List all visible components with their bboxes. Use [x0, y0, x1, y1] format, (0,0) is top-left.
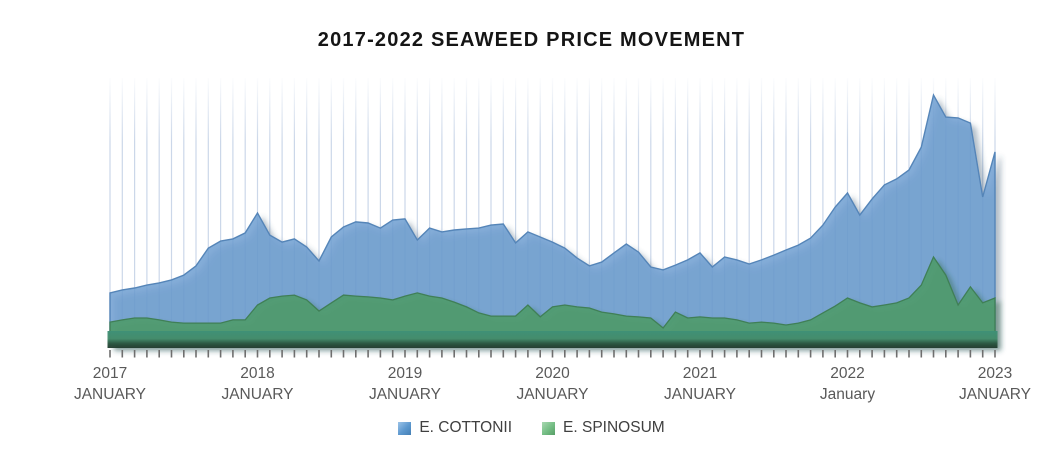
legend-label-cottonii: E. COTTONII: [419, 419, 513, 436]
series-cottonii-area[interactable]: [109, 93, 996, 346]
legend-item-spinosum[interactable]: E. SPINOSUM: [542, 419, 665, 437]
legend-label-spinosum: E. SPINOSUM: [563, 419, 665, 436]
axis-ticks: [109, 350, 996, 358]
legend-item-cottonii[interactable]: E. COTTONII: [398, 419, 512, 437]
legend: E. COTTONII E. SPINOSUM: [0, 416, 1063, 440]
spinosum-swatch-icon: [542, 421, 556, 435]
chart-title: 2017-2022 SEAWEED PRICE MOVEMENT: [317, 29, 746, 51]
chart-floor: [107, 331, 998, 348]
series-spinosum-area[interactable]: [109, 255, 996, 346]
cottonii-swatch-icon: [398, 421, 412, 435]
